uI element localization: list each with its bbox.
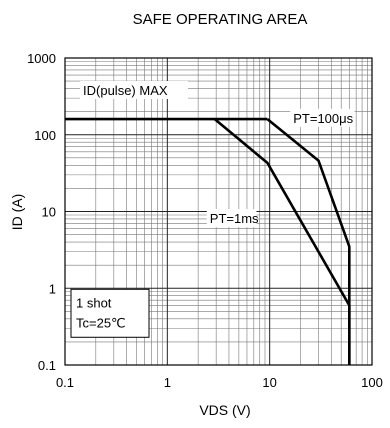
y-tick-label: 0.1 (38, 358, 56, 373)
annotation-background (290, 108, 355, 127)
condition-temp-label: Tc=25℃ (76, 315, 126, 330)
chart-title: SAFE OPERATING AREA (133, 11, 308, 28)
y-axis-label: ID (A) (9, 194, 25, 231)
tick-labels: 0.1 1 10 100 0.1 1 10 100 1000 (27, 51, 383, 390)
x-tick-label: 1 (164, 375, 171, 390)
plot-frame (64, 57, 373, 366)
condition-shot-label: 1 shot (76, 295, 112, 310)
curves (65, 117, 351, 365)
annotation-background (206, 209, 257, 228)
x-tick-label: 0.1 (56, 375, 74, 390)
annotation-label: ID(pulse) MAX (83, 83, 168, 98)
soa-curve (213, 118, 351, 365)
annotation-background (80, 80, 188, 99)
x-tick-label: 100 (361, 375, 383, 390)
y-tick-label: 100 (34, 128, 56, 143)
condition-box (70, 288, 150, 338)
y-tick-label: 1 (49, 281, 56, 296)
x-axis-label: VDS (V) (199, 402, 250, 418)
y-tick-label: 10 (42, 205, 56, 220)
annotations: ID(pulse) MAX PT=100μs PT=1ms 1 shot Tc=25℃ (70, 80, 355, 338)
annotation-label: PT=100μs (293, 111, 353, 126)
x-tick-label: 10 (262, 375, 276, 390)
annotation-label: PT=1ms (210, 211, 259, 226)
y-tick-label: 1000 (27, 51, 56, 66)
